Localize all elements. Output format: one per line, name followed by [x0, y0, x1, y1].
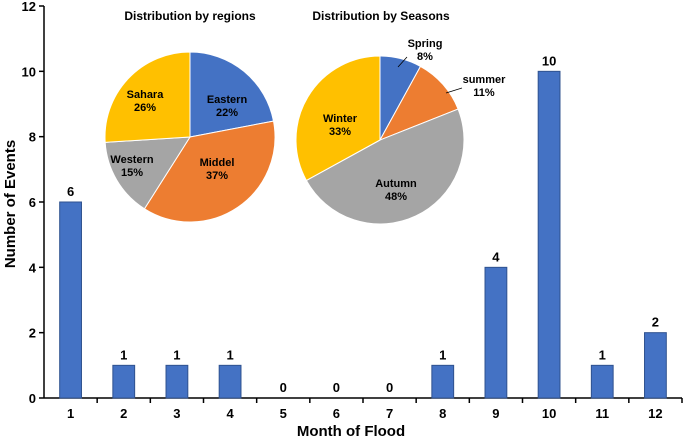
pie-slice-name: Western — [110, 154, 153, 166]
pie-regions-title: Distribution by regions — [124, 9, 256, 23]
x-tick-label: 4 — [226, 406, 234, 421]
pie-slice-name: Autumn — [375, 178, 417, 190]
bar — [644, 332, 667, 399]
bar — [112, 364, 136, 399]
x-tick-label: 5 — [280, 406, 287, 421]
pie-slice-western — [104, 136, 191, 210]
pie-slice-percent: 15% — [121, 167, 143, 179]
pie-slice-name: Winter — [323, 113, 358, 125]
bar — [165, 364, 189, 399]
bar — [484, 266, 508, 399]
bar-data-label: 2 — [652, 315, 659, 330]
y-tick-label: 12 — [22, 0, 36, 14]
x-tick-label: 3 — [173, 406, 180, 421]
bar — [537, 70, 561, 399]
pie-slice-middel — [143, 120, 276, 223]
pie-slice-name: Eastern — [207, 94, 248, 106]
bar-data-label: 1 — [120, 347, 127, 362]
pie-slice-eastern — [189, 51, 275, 138]
pie-leader-line — [397, 56, 408, 68]
y-tick-label: 8 — [29, 130, 36, 145]
pie-slice-name: Sahara — [127, 89, 165, 101]
y-tick-label: 4 — [29, 260, 37, 275]
bar-data-label: 0 — [280, 380, 287, 395]
bar — [218, 364, 242, 399]
bar — [59, 201, 82, 399]
y-tick-label: 0 — [29, 391, 36, 406]
pie-leader-line — [445, 87, 463, 94]
y-axis-title: Number of Events — [2, 140, 19, 268]
x-tick-label: 11 — [595, 406, 609, 421]
pie-slice-percent: 8% — [417, 51, 433, 63]
x-tick-label: 1 — [67, 406, 74, 421]
bar-data-label: 0 — [386, 380, 393, 395]
bar-data-label: 10 — [542, 53, 556, 68]
x-tick-label: 9 — [492, 406, 499, 421]
pie-seasons-title: Distribution by Seasons — [312, 9, 450, 23]
x-axis-title: Month of Flood — [297, 423, 405, 440]
pie-slice-name: Spring — [408, 38, 443, 50]
bar-data-label: 0 — [333, 380, 340, 395]
y-tick-label: 10 — [22, 64, 36, 79]
bar-data-label: 1 — [226, 347, 233, 362]
bar-data-label: 4 — [492, 249, 500, 264]
bar — [431, 364, 455, 399]
y-tick-label: 2 — [29, 326, 36, 341]
x-tick-label: 6 — [333, 406, 340, 421]
x-tick-label: 12 — [648, 406, 662, 421]
bar — [590, 364, 614, 399]
bar-data-label: 1 — [439, 347, 446, 362]
pie-slice-percent: 22% — [216, 107, 238, 119]
pie-slice-name: Middel — [200, 157, 235, 169]
bar-data-label: 6 — [67, 184, 74, 199]
pie-slice-percent: 37% — [206, 170, 228, 182]
bar-data-label: 1 — [599, 347, 606, 362]
x-tick-label: 10 — [542, 406, 556, 421]
pie-slice-percent: 48% — [385, 191, 407, 203]
y-tick-label: 6 — [29, 195, 36, 210]
pie-slice-percent: 33% — [329, 126, 351, 138]
bar-data-label: 1 — [173, 347, 180, 362]
x-tick-label: 8 — [439, 406, 446, 421]
pie-slice-name: summer — [463, 74, 507, 86]
pie-slice-percent: 26% — [134, 102, 156, 114]
pie-slice-autumn — [305, 108, 465, 225]
x-tick-label: 2 — [120, 406, 127, 421]
x-tick-label: 7 — [386, 406, 393, 421]
pie-slice-sahara — [104, 51, 191, 143]
pie-slice-winter — [295, 55, 381, 182]
pie-slice-percent: 11% — [473, 87, 495, 99]
